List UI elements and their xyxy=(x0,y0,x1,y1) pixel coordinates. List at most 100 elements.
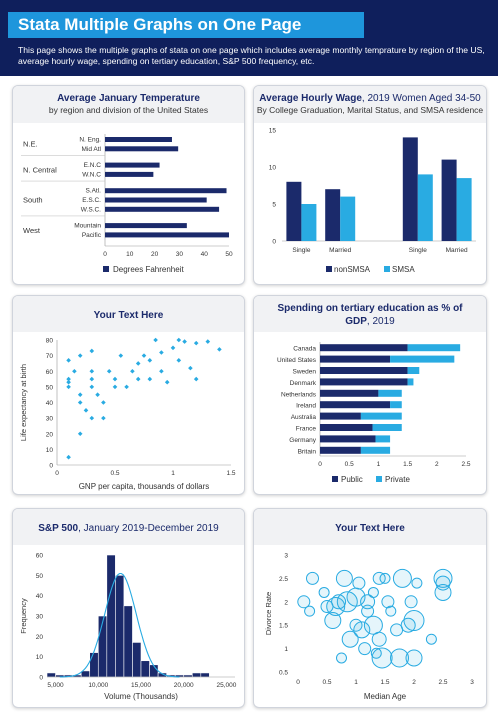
life-y-tick-label: 60 xyxy=(46,369,54,376)
education-bar-segment xyxy=(375,435,391,443)
sp500-card-header: S&P 500, January 2019-December 2019 xyxy=(13,509,244,545)
life-expectancy-scatter-chart: 0 10 20 30 40 50 60 70 80 0 0.5 1 1.5 GNP per capita,… xyxy=(19,337,236,492)
education-bar-segment xyxy=(320,424,373,431)
divorce-bubble xyxy=(367,586,379,598)
education-bar-segment xyxy=(378,389,402,397)
divorce-chart-title: Your Text Here xyxy=(335,523,405,534)
sp500-y-tick-label: 60 xyxy=(36,553,44,560)
divorce-x-tick-label: 2 xyxy=(412,679,416,686)
life-expectancy-chart-title: Your Text Here xyxy=(93,310,164,321)
temperature-category-label: W.S.C. xyxy=(81,206,101,213)
life-scatter-point xyxy=(106,368,112,374)
life-y-axis-label: Life expectancy at birth xyxy=(19,364,28,441)
divorce-y-tick-label: 3 xyxy=(284,553,288,560)
sp500-histogram: 0 10 20 30 40 50 60 5,000 10,000 15,000 20,000 25,0… xyxy=(19,553,237,702)
life-y-tick-label: 80 xyxy=(46,338,54,345)
temperature-bar xyxy=(105,162,160,168)
sp500-histogram-bar xyxy=(132,642,142,678)
life-scatter-point xyxy=(176,337,182,343)
education-bar-segment xyxy=(320,367,408,374)
sp500-y-axis-label: Frequency xyxy=(19,598,28,634)
sp500-histogram-bar xyxy=(106,554,116,678)
temperature-bar xyxy=(105,171,154,177)
wage-bar xyxy=(402,137,418,241)
temperature-bar xyxy=(105,197,207,203)
education-x-tick-label: 2.5 xyxy=(461,461,470,468)
divorce-bubble xyxy=(371,647,393,669)
temperature-bar xyxy=(105,188,227,194)
education-bar-segment xyxy=(320,344,408,352)
wage-bar xyxy=(301,204,317,241)
divorce-bubble xyxy=(411,577,423,589)
page-description: This page shows the multiple graphs of s… xyxy=(18,45,485,66)
life-scatter-point xyxy=(72,368,77,374)
education-category-label: Netherlands xyxy=(281,391,317,398)
divorce-x-tick-label: 1 xyxy=(354,679,358,686)
life-scatter-point xyxy=(101,400,106,405)
divorce-bubble-chart: 0.5 1 1.5 2 2.5 3 0 0.5 1 1.5 2 2.5 3 Median Age Divor… xyxy=(264,553,474,702)
title-bar xyxy=(8,12,364,38)
life-scatter-point xyxy=(130,368,135,374)
temperature-category-label: Mountain xyxy=(74,223,101,230)
temperature-category-label: Pacific xyxy=(82,232,102,239)
temperature-group-label: South xyxy=(23,196,43,205)
life-scatter-point xyxy=(135,361,141,366)
divorce-card: Your Text Here 0.5 1 1.5 2 2.5 3 0 0.5 1 1.5 2 2.5 3… xyxy=(253,508,487,708)
wage-y-tick-label: 0 xyxy=(272,239,276,246)
wage-chart-title: Average Hourly Wage xyxy=(259,93,362,104)
education-bar-segment xyxy=(320,446,361,454)
wage-bar xyxy=(441,159,457,241)
life-scatter-point xyxy=(89,348,95,354)
life-scatter-point xyxy=(101,415,106,421)
temperature-group-label: N. Central xyxy=(23,165,57,174)
divorce-x-axis-label: Median Age xyxy=(364,692,407,701)
temperature-group-label: West xyxy=(23,226,41,235)
wage-legend-label-nonsmsa: nonSMSA xyxy=(334,265,371,274)
wage-bar xyxy=(325,189,341,241)
sp500-y-tick-label: 20 xyxy=(36,634,44,641)
sp500-x-tick-label: 25,000 xyxy=(217,682,237,689)
temperature-x-tick-label: 20 xyxy=(151,251,159,258)
divorce-bubble xyxy=(341,630,359,648)
education-card-header: Spending on tertiary education as % of G… xyxy=(254,296,486,332)
sp500-y-tick-label: 40 xyxy=(36,593,44,600)
divorce-x-tick-label: 0 xyxy=(296,679,300,686)
life-scatter-point xyxy=(170,345,176,351)
divorce-bubble xyxy=(331,594,347,610)
divorce-bubble xyxy=(335,569,353,587)
wage-category-label: Married xyxy=(446,247,468,254)
divorce-x-tick-label: 2.5 xyxy=(438,679,447,686)
divorce-bubble xyxy=(297,595,311,609)
life-scatter-point xyxy=(193,376,199,382)
life-y-tick-label: 50 xyxy=(46,384,54,391)
temperature-group-label: N.E. xyxy=(23,140,38,149)
education-bar-segment xyxy=(320,378,408,386)
education-legend-swatch-public xyxy=(332,476,338,482)
education-bar-segment xyxy=(320,355,391,363)
divorce-bubble xyxy=(318,586,330,598)
life-y-tick-label: 0 xyxy=(49,463,53,470)
education-chart-title-rest: , 2019 xyxy=(366,316,395,327)
wage-chart-title-rest: , 2019 Women Aged 34-50 xyxy=(361,93,481,104)
divorce-x-tick-label: 1.5 xyxy=(380,679,389,686)
life-x-tick-label: 0 xyxy=(55,470,59,477)
life-scatter-point xyxy=(66,384,71,390)
temperature-category-label: Mid Atl xyxy=(81,146,101,153)
education-category-label: Denmark xyxy=(290,380,317,387)
wage-category-label: Married xyxy=(329,247,351,254)
divorce-bubble xyxy=(372,571,386,585)
education-bar-segment xyxy=(320,389,379,397)
sp500-histogram-bar xyxy=(97,615,108,678)
divorce-bubble xyxy=(434,583,452,601)
sp500-x-tick-label: 15,000 xyxy=(131,682,151,689)
education-bar-segment xyxy=(372,424,402,431)
education-stacked-bar-chart: Canada United States Sweden Denmark Netherla… xyxy=(277,342,471,484)
education-x-tick-label: 1 xyxy=(377,461,381,468)
life-scatter-point xyxy=(147,358,153,363)
life-scatter-point xyxy=(95,392,100,397)
life-y-tick-label: 40 xyxy=(46,400,54,407)
divorce-bubble xyxy=(353,621,371,639)
sp500-y-tick-label: 30 xyxy=(36,614,44,621)
divorce-bubble xyxy=(392,568,412,588)
page-title: Stata Multiple Graphs on One Page xyxy=(18,15,302,34)
